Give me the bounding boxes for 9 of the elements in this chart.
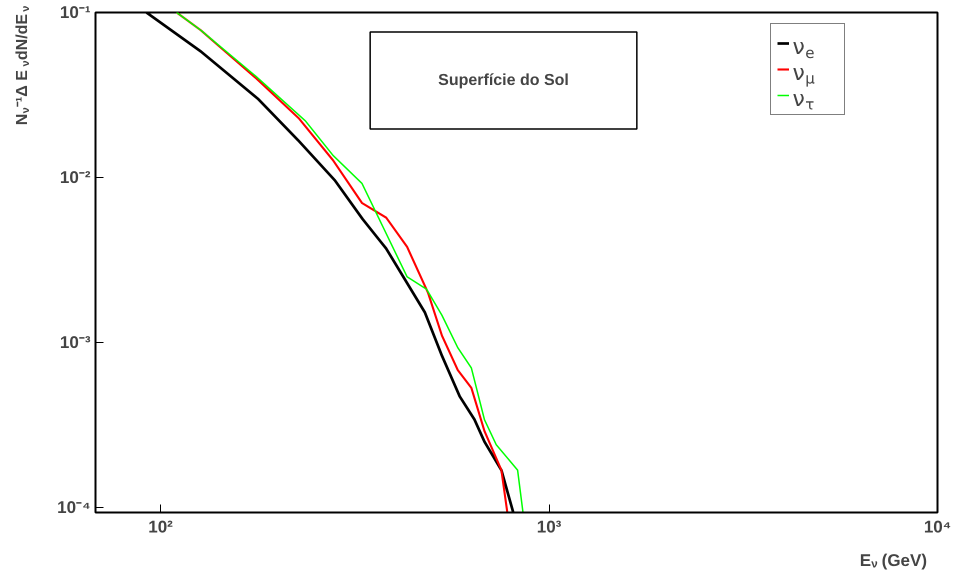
x-tick-label: 10⁴ — [924, 518, 952, 536]
x-tick-label: 10³ — [536, 518, 562, 536]
y-tick-label: 10⁻² — [60, 168, 91, 187]
y-tick-label: 10⁻¹ — [60, 3, 91, 22]
y-tick-label: 10⁻⁴ — [57, 498, 91, 517]
y-tick-label: 10⁻³ — [60, 332, 91, 352]
y-axis-title: Nν⁻¹Δ EνdN/dEν — [14, 6, 32, 126]
x-tick-label: 10² — [148, 518, 174, 536]
annotation: Superfície do Sol — [438, 72, 569, 89]
